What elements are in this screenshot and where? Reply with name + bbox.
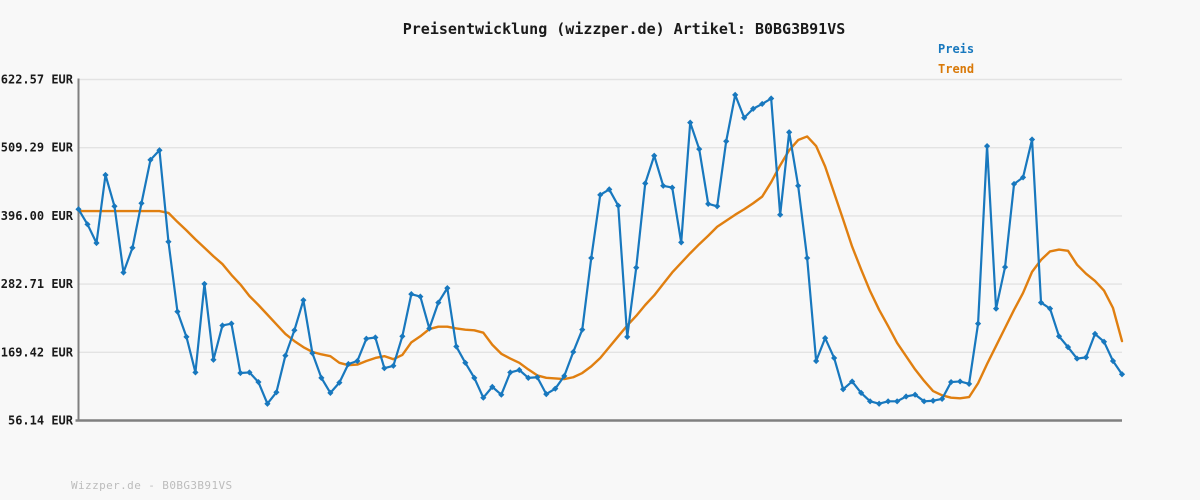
y-tick-label: 282.71 EUR <box>1 277 74 291</box>
y-axis-labels: 622.57 EUR 509.29 EUR 396.00 EUR 282.71 EUR… <box>1 73 74 428</box>
trend-line <box>77 135 1124 400</box>
grid-lines <box>78 78 1122 422</box>
page-title: Preisentwicklung (wizzper.de) Artikel: B… <box>402 20 846 38</box>
legend: Preis Trend <box>938 39 974 79</box>
y-tick-label: 56.14 EUR <box>8 414 74 428</box>
legend-item-trend: Trend <box>938 62 975 76</box>
y-tick-label: 622.57 EUR <box>1 73 74 87</box>
y-tick-label: 396.00 EUR <box>1 209 74 223</box>
y-tick-label: 509.29 EUR <box>1 141 74 155</box>
y-tick-label: 169.42 EUR <box>1 345 74 359</box>
legend-item-preis: Preis <box>938 42 975 56</box>
footer-watermark: Wizzper.de - B0BG3B91VS <box>71 479 233 492</box>
